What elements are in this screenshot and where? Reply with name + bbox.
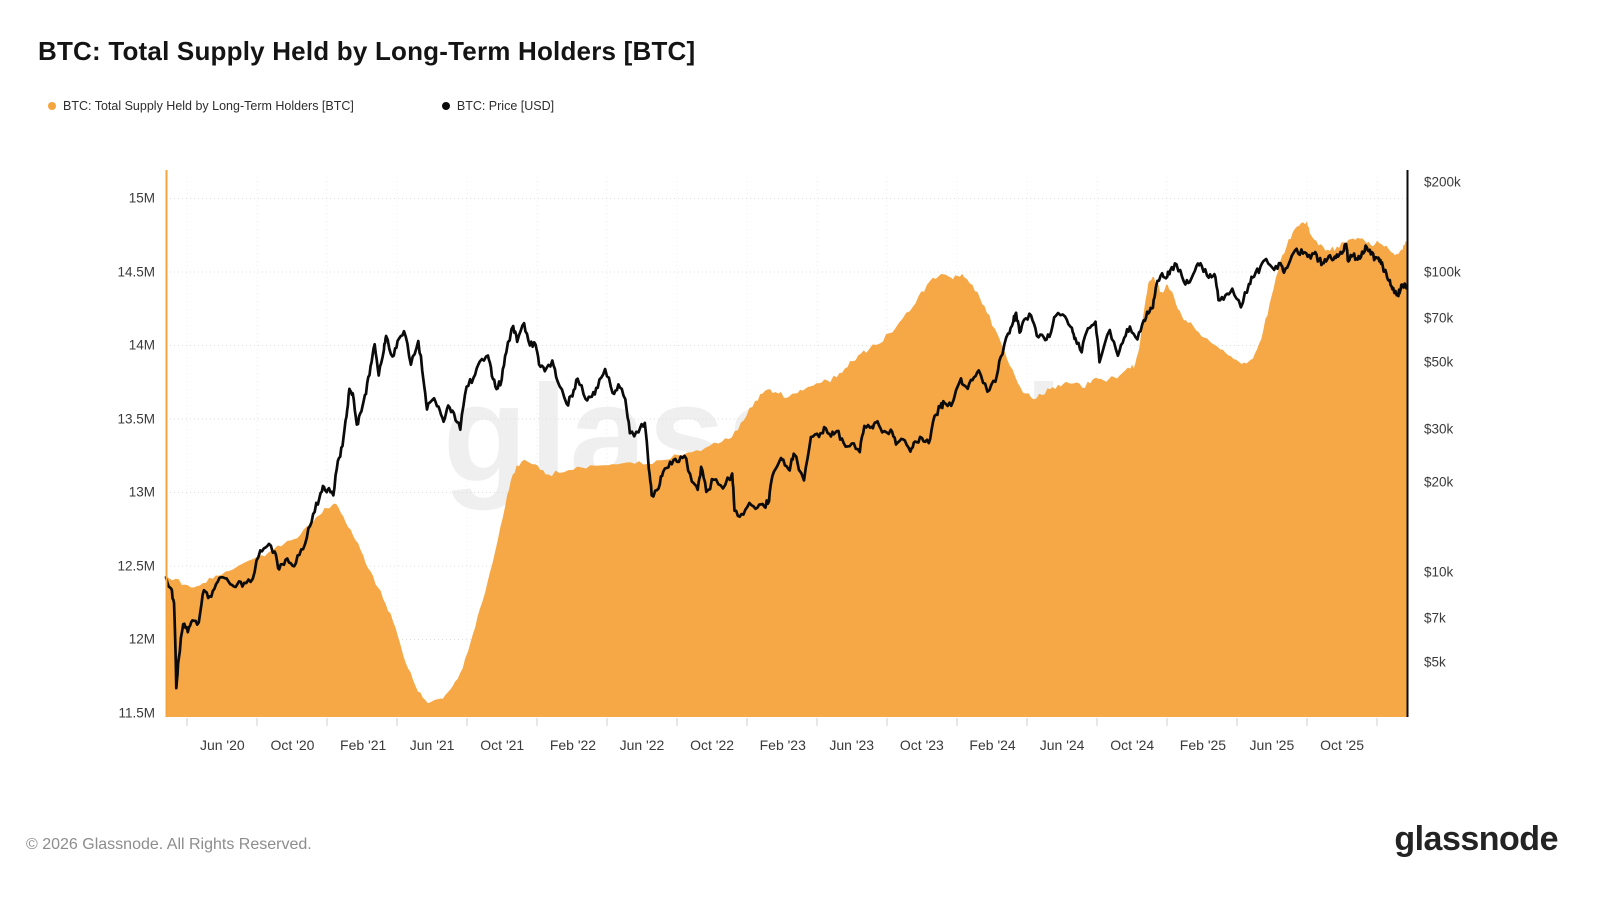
x-tick-label: Jun '23	[829, 737, 875, 753]
page-title: BTC: Total Supply Held by Long-Term Hold…	[38, 36, 696, 66]
y-left-tick-label: 14.5M	[117, 264, 155, 279]
x-tick-label: Oct '24	[1110, 737, 1155, 753]
legend-item-price[interactable]: BTC: Price [USD]	[441, 99, 555, 113]
legend-label-price: BTC: Price [USD]	[456, 99, 555, 113]
x-tick-label: Oct '21	[480, 737, 525, 753]
x-tick-label: Oct '22	[690, 737, 735, 753]
x-tick-label: Jun '25	[1249, 737, 1295, 753]
glassnode-logo: glassnode	[1394, 820, 1558, 858]
copyright-text: © 2026 Glassnode. All Rights Reserved.	[26, 836, 312, 853]
y-left-tick-label: 14M	[128, 337, 155, 353]
y-right-tick-label: $10k	[1424, 564, 1454, 580]
supply-series-dot-icon	[48, 102, 56, 110]
y-right-tick-label: $5k	[1424, 654, 1446, 670]
y-right-tick-label: $70k	[1424, 310, 1454, 326]
y-right-tick-label: $50k	[1424, 354, 1454, 370]
y-right-tick-label: $20k	[1424, 474, 1454, 490]
y-left-tick-label: 12M	[128, 631, 155, 647]
y-left-tick-label: 13.5M	[117, 411, 155, 426]
x-tick-label: Feb '22	[549, 737, 597, 753]
legend-item-lth-supply[interactable]: BTC: Total Supply Held by Long-Term Hold…	[48, 99, 354, 113]
x-tick-label: Feb '21	[340, 737, 387, 753]
x-tick-label: Oct '20	[270, 737, 315, 753]
price-line-series[interactable]	[164, 242, 1409, 690]
x-tick-label: Jun '22	[619, 737, 665, 753]
supply-area-series[interactable]	[166, 221, 1407, 718]
x-tick-label: Oct '23	[899, 737, 944, 753]
axis-lines	[165, 170, 1409, 717]
x-tick-label: Jun '21	[409, 737, 455, 753]
x-tick-label: Feb '23	[759, 737, 806, 753]
x-axis-ticks	[186, 718, 1378, 726]
y-right-tick-label: $100k	[1424, 264, 1461, 280]
x-tick-label: Oct '25	[1320, 737, 1365, 753]
x-tick-label: Feb '24	[969, 737, 1016, 753]
legend-label-lth-supply: BTC: Total Supply Held by Long-Term Hold…	[63, 99, 354, 113]
price-series-dot-icon	[441, 102, 450, 110]
y-left-tick-label: 13M	[128, 484, 155, 500]
y-right-tick-label: $30k	[1424, 421, 1454, 437]
legend: BTC: Total Supply Held by Long-Term Hold…	[48, 99, 554, 113]
y-right-tick-label: $7k	[1424, 610, 1446, 626]
y-left-tick-label: 15M	[128, 190, 155, 206]
y-left-tick-label: 11.5M	[118, 705, 155, 720]
x-tick-label: Feb '25	[1179, 737, 1227, 753]
y-right-tick-label: $200k	[1424, 174, 1461, 190]
x-tick-label: Jun '24	[1039, 737, 1085, 753]
x-tick-label: Jun '20	[199, 737, 245, 753]
y-left-tick-label: 12.5M	[117, 558, 155, 573]
